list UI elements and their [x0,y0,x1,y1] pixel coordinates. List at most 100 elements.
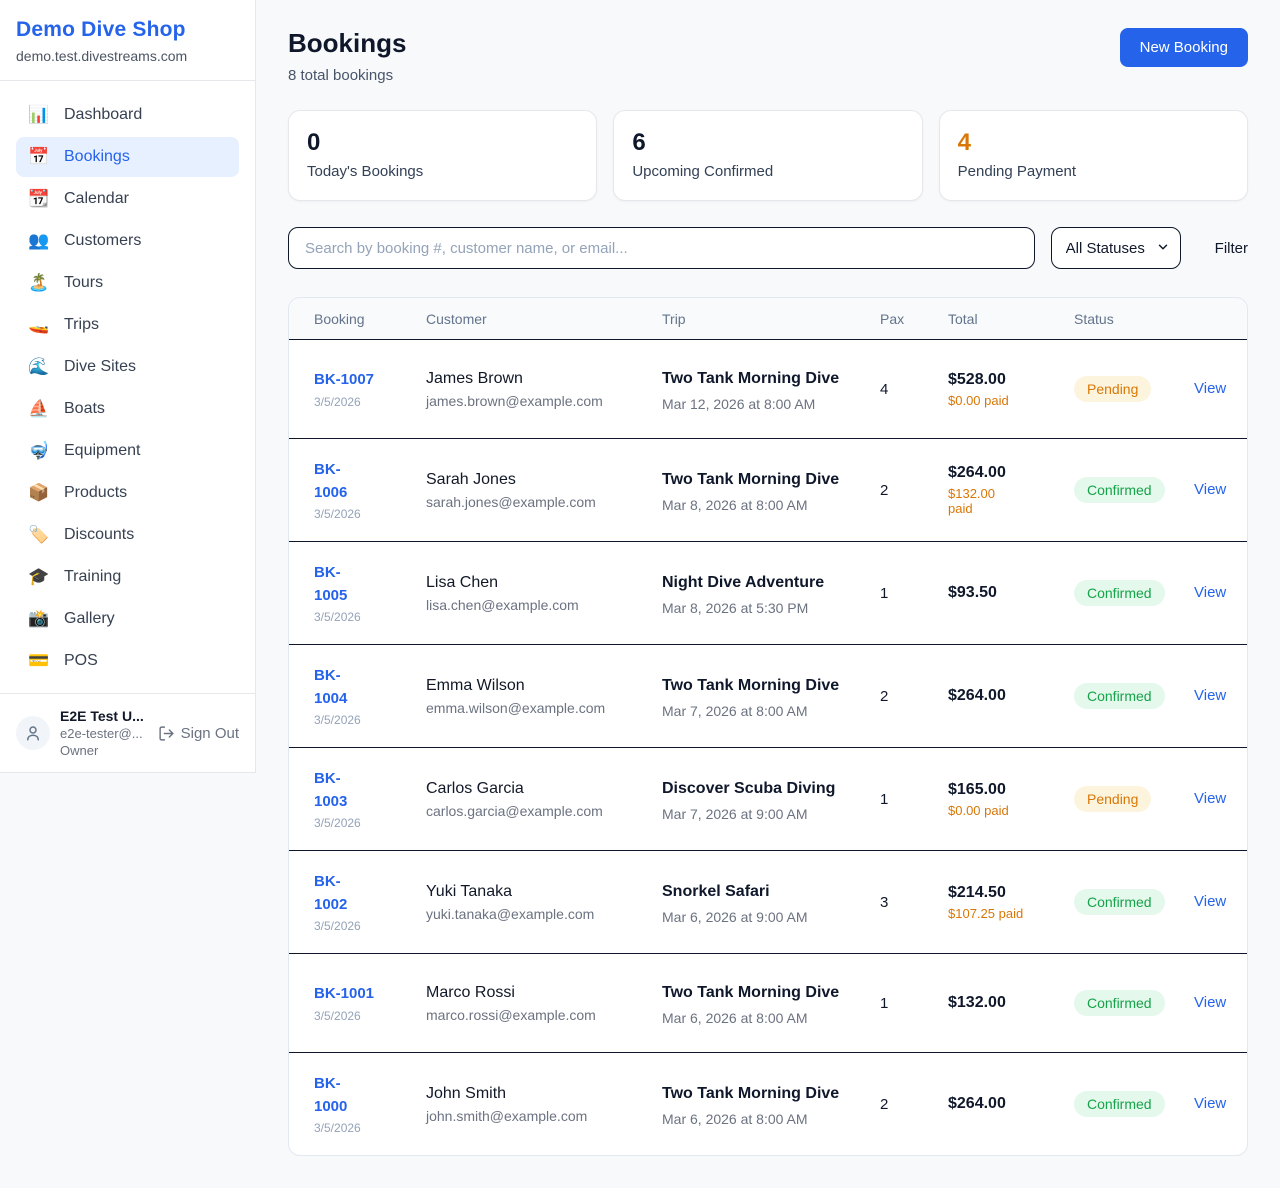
nav-item-icon: 🤿 [28,441,50,460]
bookings-table: Booking Customer Trip Pax Total Status B… [288,297,1248,1156]
stat-value: 6 [632,129,646,156]
pax-count: 1 [880,790,889,808]
view-link[interactable]: View [1194,380,1227,397]
view-link[interactable]: View [1194,481,1227,498]
sidebar-item-dashboard[interactable]: 📊 Dashboard [16,95,239,135]
sidebar-item-gallery[interactable]: 📸 Gallery [16,599,239,639]
sidebar-item-bookings[interactable]: 📅 Bookings [16,137,239,177]
total-amount: $214.50 [948,883,1006,901]
booking-date: 3/5/2026 [314,919,361,933]
sidebar-item-equipment[interactable]: 🤿 Equipment [16,431,239,471]
booking-id-link[interactable]: BK-1006 [314,461,348,501]
sidebar-item-pos[interactable]: 💳 POS [16,641,239,681]
avatar [16,716,50,750]
nav-item-label: Dive Sites [64,358,137,375]
stat-label: Today's Bookings [307,163,424,180]
nav-item-icon: 📊 [28,105,50,124]
nav-item-label: Boats [64,400,105,417]
page-subtitle: 8 total bookings [288,67,394,84]
booking-date: 3/5/2026 [314,713,361,727]
booking-date: 3/5/2026 [314,816,361,830]
booking-id-link[interactable]: BK-1007 [314,371,375,389]
nav-item-icon: ⛵ [28,399,50,418]
sidebar-item-tours[interactable]: 🏝️ Tours [16,263,239,303]
booking-id-link[interactable]: BK-1000 [314,1075,348,1115]
status-select[interactable]: All Statuses [1050,227,1181,269]
view-link[interactable]: View [1194,893,1227,910]
total-amount: $264.00 [948,464,1006,481]
booking-id-link[interactable]: BK-1002 [314,873,348,913]
total-amount: $165.00 [948,780,1006,798]
brand-header: Demo Dive Shop demo.test.divestreams.com [0,0,255,81]
col-header-booking: Booking [314,310,365,327]
booking-date: 3/5/2026 [314,394,361,409]
customer-name: Lisa Chen [426,573,499,591]
search-input[interactable] [288,227,1035,269]
new-booking-button[interactable]: New Booking [1119,28,1248,67]
booking-id-link[interactable]: BK-1001 [314,985,375,1003]
trip-name: Two Tank Morning Dive [662,676,840,694]
booking-id-link[interactable]: BK-1005 [314,564,348,604]
col-header-trip: Trip [662,310,686,327]
nav-item-icon: 🚤 [28,315,50,334]
view-link[interactable]: View [1194,584,1227,601]
sign-out-icon [159,725,174,741]
sidebar-item-dive-sites[interactable]: 🌊 Dive Sites [16,347,239,387]
nav-item-label: Discounts [64,526,135,543]
sidebar-item-trips[interactable]: 🚤 Trips [16,305,239,345]
pax-count: 4 [880,380,889,398]
booking-id-link[interactable]: BK-1003 [314,770,348,810]
nav-item-icon: 🌊 [28,357,50,376]
booking-date: 3/5/2026 [314,1121,361,1135]
user-name: E2E Test U... [60,708,144,724]
nav-item-label: Gallery [64,610,115,627]
sidebar-item-calendar[interactable]: 📆 Calendar [16,179,239,219]
table-header-row: Booking Customer Trip Pax Total Status [289,298,1247,340]
sidebar-item-training[interactable]: 🎓 Training [16,557,239,597]
filter-button[interactable]: Filter [1214,239,1248,257]
user-role: Owner [60,743,99,758]
view-link[interactable]: View [1194,994,1227,1011]
col-header-pax: Pax [880,310,905,327]
filter-bar: All Statuses Filter [288,227,1248,269]
status-badge: Confirmed [1074,683,1165,709]
trip-datetime: Mar 12, 2026 at 8:00 AM [662,395,816,412]
sidebar-item-boats[interactable]: ⛵ Boats [16,389,239,429]
sign-out-label: Sign Out [180,724,239,742]
customer-email: john.smith@example.com [426,1107,588,1124]
view-link[interactable]: View [1194,790,1227,807]
nav-item-icon: 💳 [28,651,50,670]
trip-datetime: Mar 6, 2026 at 9:00 AM [662,908,808,925]
customer-email: carlos.garcia@example.com [426,802,603,819]
nav-item-label: Training [64,568,122,585]
view-link[interactable]: View [1194,1095,1227,1112]
col-header-status: Status [1074,310,1114,327]
paid-amount: $0.00 paid [948,802,1009,818]
stat-label: Pending Payment [957,163,1077,180]
total-amount: $93.50 [948,584,997,601]
trip-datetime: Mar 7, 2026 at 9:00 AM [662,805,808,822]
trip-name: Discover Scuba Diving [662,779,836,797]
status-badge: Confirmed [1074,580,1165,606]
customer-name: James Brown [426,369,523,387]
view-link[interactable]: View [1194,687,1227,704]
trip-name: Two Tank Morning Dive [662,983,840,1001]
sidebar-item-products[interactable]: 📦 Products [16,473,239,513]
page-header: Bookings 8 total bookings New Booking [288,28,1248,84]
customer-email: yuki.tanaka@example.com [426,905,595,922]
user-icon [27,726,39,741]
booking-row: BK-1001 3/5/2026 Marco Rossi marco.rossi… [289,954,1247,1053]
sign-out-button[interactable]: Sign Out [158,725,239,742]
booking-id-link[interactable]: BK-1004 [314,667,348,707]
stat-card: 0 Today's Bookings [288,110,598,201]
nav-item-icon: 📆 [28,189,50,208]
sidebar-item-customers[interactable]: 👥 Customers [16,221,239,261]
stat-card: 6 Upcoming Confirmed [613,110,923,201]
trip-name: Two Tank Morning Dive [662,1084,840,1102]
user-email: e2e-tester@... [60,726,143,741]
nav-item-icon: 🎓 [28,567,50,586]
sidebar-item-discounts[interactable]: 🏷️ Discounts [16,515,239,555]
stat-label: Upcoming Confirmed [632,163,774,180]
booking-row: BK-1003 3/5/2026 Carlos Garcia carlos.ga… [289,748,1247,851]
status-badge: Pending [1074,376,1152,402]
